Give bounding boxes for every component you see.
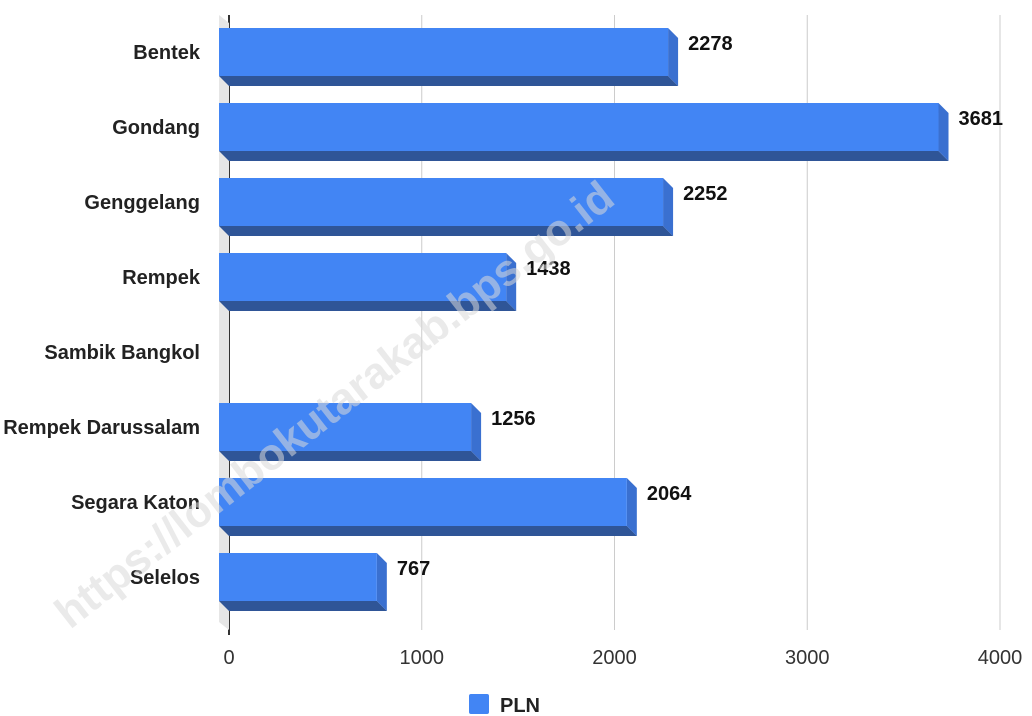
bar-side-face: [663, 178, 674, 236]
x-tick-label: 4000: [978, 647, 1023, 669]
bar-bottom-face: [219, 601, 387, 611]
legend-swatch: [469, 694, 489, 714]
category-label: Gondang: [112, 117, 200, 139]
x-tick-label: 3000: [785, 647, 830, 669]
x-tick-label: 2000: [592, 647, 637, 669]
bar: [219, 403, 482, 461]
bar-front-face: [219, 478, 627, 526]
bar-front-face: [219, 28, 669, 76]
data-label: 3681: [959, 108, 1004, 130]
bar-bottom-face: [219, 301, 517, 311]
bar-bottom-face: [219, 226, 674, 236]
bar-side-face: [938, 103, 949, 161]
data-label: 2064: [647, 483, 692, 505]
data-label: 1256: [491, 408, 536, 430]
bar-side-face: [376, 553, 387, 611]
axis-wall: [219, 15, 229, 630]
category-label: Segara Katon: [71, 492, 200, 514]
category-label: Bentek: [133, 42, 201, 64]
bar: [219, 478, 637, 536]
category-label: Selelos: [130, 567, 200, 589]
bar-front-face: [219, 403, 472, 451]
bar: [219, 103, 949, 161]
data-label: 2252: [683, 183, 728, 205]
bar-bottom-face: [219, 526, 637, 536]
category-label: Rempek: [122, 267, 201, 289]
bar: [219, 28, 679, 86]
legend: PLN: [469, 694, 540, 716]
axis-wall-face: [219, 15, 229, 630]
bar-front-face: [219, 253, 507, 301]
category-label: Rempek Darussalam: [3, 417, 200, 439]
bar-bottom-face: [219, 451, 482, 461]
category-label: Genggelang: [84, 192, 200, 214]
bar-bottom-face: [219, 151, 949, 161]
x-tick-label: 0: [223, 647, 234, 669]
bar-bottom-face: [219, 76, 679, 86]
x-tick-label: 1000: [400, 647, 445, 669]
bars: [219, 28, 949, 611]
data-label: 2278: [688, 33, 733, 55]
data-label: 1438: [526, 258, 571, 280]
category-label: Sambik Bangkol: [44, 342, 200, 364]
labels: 0 1000 2000 3000 4000 Bentek 2278 Gondang 3681 Ge…: [3, 33, 1022, 669]
bar: [219, 253, 517, 311]
bar-side-face: [471, 403, 482, 461]
data-label: 767: [397, 558, 430, 580]
bar: [219, 178, 674, 236]
bar-side-face: [668, 28, 679, 86]
legend-label: PLN: [500, 695, 540, 716]
bar-side-face: [626, 478, 637, 536]
bar-front-face: [219, 553, 377, 601]
bar: [219, 553, 387, 611]
bar-front-face: [219, 103, 939, 151]
bar-side-face: [506, 253, 517, 311]
bar-front-face: [219, 178, 664, 226]
